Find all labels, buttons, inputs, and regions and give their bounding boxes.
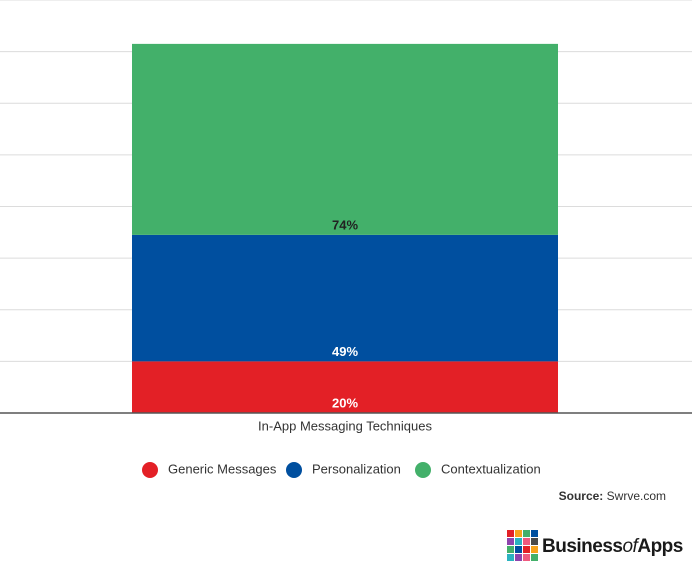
logo-tile <box>531 538 538 545</box>
logo-text: BusinessofApps <box>542 536 683 557</box>
source-label: Source: <box>559 489 604 503</box>
bar-segment <box>132 234 558 362</box>
logo-part: Apps <box>637 536 683 557</box>
logo-tile <box>515 546 522 553</box>
logo-part: Business <box>542 536 622 557</box>
legend-swatch <box>286 462 302 478</box>
logo-part: of <box>622 536 639 557</box>
logo-tile <box>515 530 522 537</box>
legend-label: Generic Messages <box>168 461 277 476</box>
logo-tile <box>507 546 514 553</box>
logo-tile <box>507 554 514 561</box>
x-tick-label: In-App Messaging Techniques <box>258 418 432 433</box>
bar-segment <box>132 361 558 413</box>
legend-label: Personalization <box>312 461 401 476</box>
legend-label: Contextualization <box>441 461 541 476</box>
logo-tile <box>523 554 530 561</box>
logo-tile <box>523 530 530 537</box>
logo-tile <box>531 554 538 561</box>
legend-swatch <box>415 462 431 478</box>
source: Source: Swrve.com <box>559 489 666 503</box>
data-label: 74% <box>332 217 358 232</box>
logo-tile <box>531 530 538 537</box>
logo-tile <box>515 554 522 561</box>
logo-tile <box>507 538 514 545</box>
data-label: 49% <box>332 344 358 359</box>
logo-tile <box>507 530 514 537</box>
logo-tile <box>523 546 530 553</box>
data-label: 20% <box>332 395 358 410</box>
logo-tile <box>515 538 522 545</box>
source-name: Swrve.com <box>607 489 666 503</box>
bar-segment <box>132 43 558 235</box>
legend-swatch <box>142 462 158 478</box>
logo-tile <box>523 538 530 545</box>
logo-tile <box>531 546 538 553</box>
